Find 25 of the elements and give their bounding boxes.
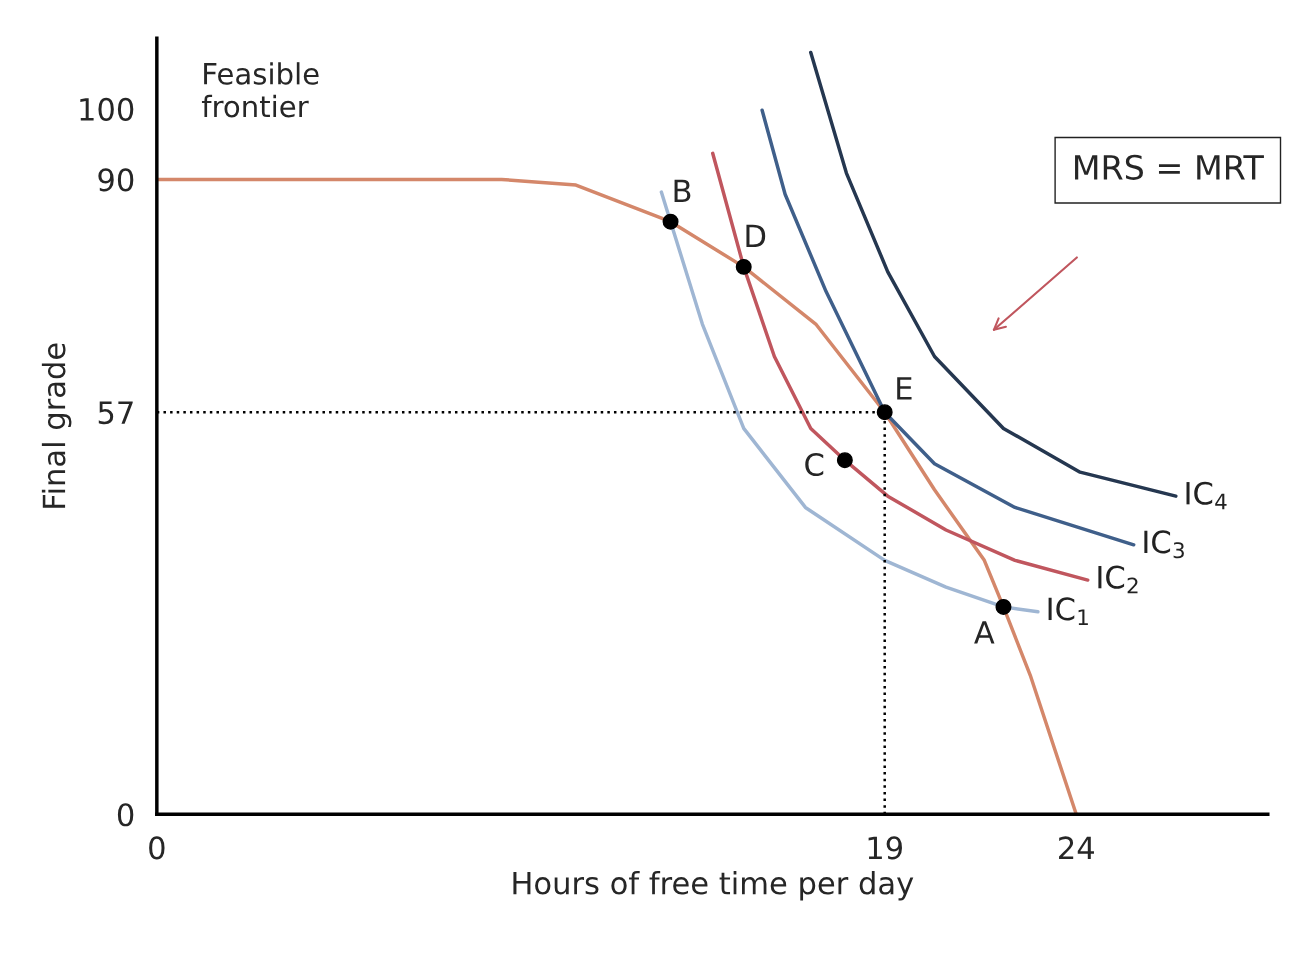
x-axis-title: Hours of free time per day (513, 870, 914, 901)
y-tick-label: 57 (98, 401, 133, 425)
annotation: Feasible frontier (201, 62, 319, 118)
annotation: MRS = MRT (1075, 154, 1264, 180)
annotation: C (805, 452, 824, 477)
y-axis-title: Final grade (41, 343, 72, 508)
annotation: E (897, 377, 912, 400)
series-label: IC$_{2}$ (1098, 565, 1138, 594)
point (735, 258, 752, 275)
series-label: IC$_{1}$ (1048, 597, 1088, 626)
point (995, 598, 1012, 615)
x-tick-label: 24 (1059, 836, 1094, 860)
x-tick-label: 0 (149, 836, 165, 860)
y-tick-label: 100 (80, 97, 134, 121)
point (876, 404, 893, 421)
y-tick-label: 0 (117, 803, 134, 827)
point (662, 213, 679, 230)
annotation: D (746, 224, 766, 248)
series-label: IC$_{3}$ (1144, 530, 1184, 559)
series-label: IC$_{4}$ (1186, 481, 1227, 510)
annotation: B (674, 179, 691, 202)
annotation: A (974, 621, 995, 644)
point (836, 452, 853, 469)
y-tick-label: 90 (98, 168, 134, 192)
x-tick-label: 19 (868, 836, 902, 860)
